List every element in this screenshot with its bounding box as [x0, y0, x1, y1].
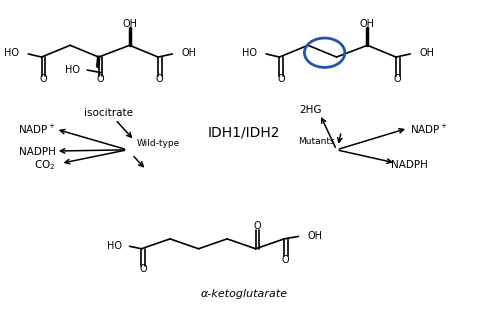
Text: NADPH: NADPH [19, 147, 56, 157]
Text: α-ketoglutarate: α-ketoglutarate [200, 289, 287, 299]
Text: NADPH: NADPH [391, 160, 428, 170]
Text: NADP$^+$: NADP$^+$ [18, 123, 56, 136]
Text: CO$_2$: CO$_2$ [34, 158, 56, 172]
Text: O: O [282, 255, 289, 265]
Text: OH: OH [182, 48, 197, 58]
Text: OH: OH [360, 19, 375, 29]
Text: HO: HO [65, 65, 80, 75]
Text: NADP$^+$: NADP$^+$ [410, 123, 448, 136]
Text: OH: OH [122, 19, 137, 29]
Text: O: O [394, 74, 401, 84]
Text: O: O [156, 74, 163, 84]
Text: Wild-type: Wild-type [137, 139, 180, 148]
Text: OH: OH [420, 48, 435, 58]
Text: O: O [39, 74, 47, 84]
Text: Mutants: Mutants [298, 137, 335, 146]
Text: OH: OH [308, 231, 323, 241]
Text: O: O [139, 265, 147, 275]
Text: O: O [96, 74, 104, 84]
Text: O: O [277, 74, 284, 84]
Text: HO: HO [242, 48, 257, 58]
Text: O: O [253, 221, 261, 231]
Text: 2HG: 2HG [299, 105, 322, 115]
Text: HO: HO [4, 48, 19, 58]
Text: isocitrate: isocitrate [84, 108, 133, 118]
Text: IDH1/IDH2: IDH1/IDH2 [208, 126, 280, 140]
Text: HO: HO [107, 241, 122, 251]
